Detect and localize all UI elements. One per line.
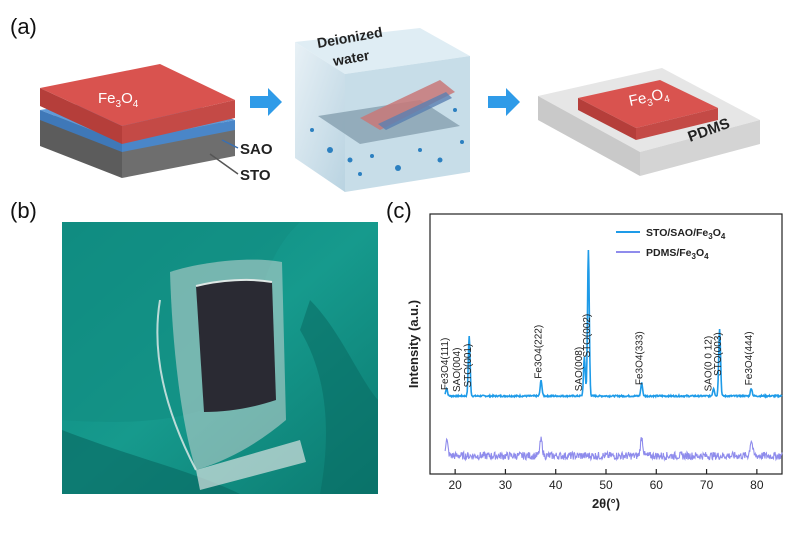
legend-series-2: PDMS/Fe3O4 [646, 247, 709, 261]
panel-label-b: (b) [10, 198, 37, 223]
x-tick-label: 80 [750, 478, 764, 492]
plot-frame [429, 213, 783, 475]
peak-label: STO(001) [463, 344, 474, 388]
x-tick-label: 50 [599, 478, 613, 492]
x-tick-label: 60 [650, 478, 664, 492]
x-tick-label: 40 [549, 478, 563, 492]
peak-label: SAO(004) [452, 348, 463, 392]
arrow-icon-1 [250, 88, 282, 116]
peak-label: SAO(008) [574, 347, 585, 391]
series-group [444, 249, 783, 462]
peak-label: STO(002) [582, 314, 593, 358]
stack-schematic: Fe3O4 SAO STO [40, 64, 273, 184]
arrow-icon-2 [488, 88, 520, 116]
peak-label: SAO(0 0 12) [704, 336, 715, 392]
series-line-2 [444, 436, 783, 462]
x-tick-label: 70 [700, 478, 714, 492]
xrd-chart: 20 30 40 50 60 70 80 Fe3O4(111) SAO(004) STO(001… [406, 213, 783, 511]
sample-photo [62, 222, 378, 494]
peak-annotations: Fe3O4(111) SAO(004) STO(001) Fe3O4(222) SAO(… [440, 314, 755, 392]
peak-label: Fe3O4(111) [440, 338, 451, 390]
film-label-stack: Fe3O4 [98, 90, 139, 110]
x-axis-label: 2θ(°) [592, 496, 620, 511]
legend: STO/SAO/Fe3O4 PDMS/Fe3O4 [616, 227, 726, 261]
pdms-schematic: Fe3O4 PDMS [538, 68, 760, 176]
sto-label: STO [240, 167, 271, 184]
panel-label-a: (a) [10, 14, 37, 39]
peak-label: Fe3O4(444) [744, 331, 755, 385]
panel-label-c: (c) [386, 198, 412, 223]
peak-label: STO(003) [713, 332, 724, 376]
x-tick-label: 30 [499, 478, 513, 492]
water-label-line2: water [331, 47, 371, 69]
peak-label: Fe3O4(222) [534, 325, 545, 379]
peak-label: Fe3O4(333) [635, 331, 646, 385]
legend-series-1: STO/SAO/Fe3O4 [646, 227, 726, 241]
x-tick-label: 20 [448, 478, 462, 492]
sao-label: SAO [240, 141, 273, 158]
y-axis-label: Intensity (a.u.) [406, 300, 421, 388]
x-axis: 20 30 40 50 60 70 80 [448, 469, 764, 492]
water-tank-schematic: Deionized water [295, 24, 470, 192]
series-line-1 [444, 249, 783, 399]
